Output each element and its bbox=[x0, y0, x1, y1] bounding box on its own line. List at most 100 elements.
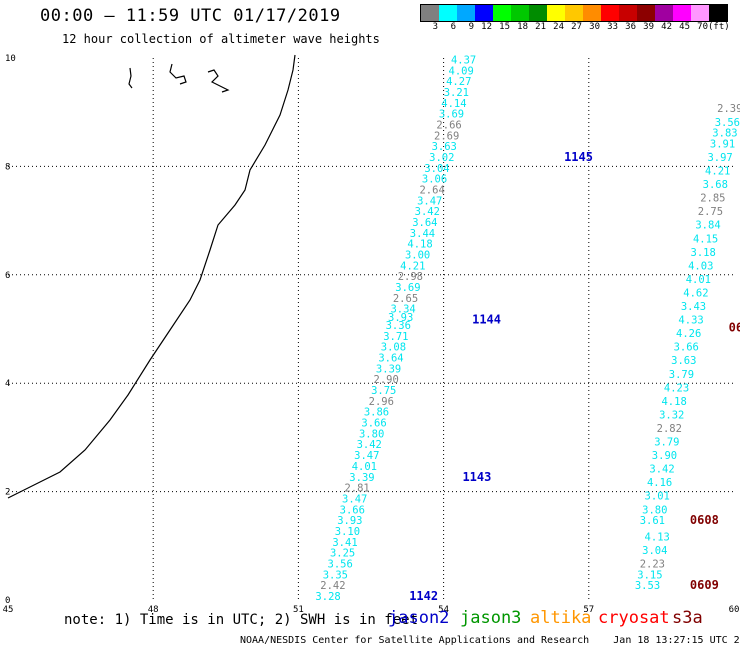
y-tick-label: 8 bbox=[5, 162, 10, 172]
wave-height-value: 3.42 bbox=[415, 206, 440, 218]
wave-height-value: 3.35 bbox=[323, 569, 348, 581]
wave-height-value: 3.44 bbox=[410, 228, 435, 240]
wave-height-value: 3.79 bbox=[654, 437, 679, 449]
legend-labels: 3 6 9 12 15 18 21 24 27 30 33 36 39 42 45 70 (ft) bbox=[420, 22, 730, 32]
legend-tick-label: 45 bbox=[679, 22, 690, 32]
wave-height-value: 3.56 bbox=[715, 117, 740, 129]
legend-tick-label: 70 bbox=[697, 22, 708, 32]
wave-height-value: 2.23 bbox=[640, 558, 665, 570]
wave-height-value: 3.75 bbox=[371, 385, 396, 397]
wave-height-value: 3.66 bbox=[361, 418, 386, 430]
wave-height-value: 3.34 bbox=[390, 304, 415, 316]
legend-swatch bbox=[655, 5, 673, 21]
map-axes: 45 48 51 54 57 60 0 2 4 6 8 10 bbox=[3, 54, 740, 615]
wave-height-value: 3.93 bbox=[337, 515, 362, 527]
wave-height-value: 3.84 bbox=[695, 220, 720, 232]
wave-height-value: 2.96 bbox=[369, 396, 394, 408]
wave-height-value: 4.14 bbox=[441, 98, 466, 110]
track-b: 3.533.152.233.04 4.13 3.613.803.01 4.163.42… bbox=[635, 103, 740, 592]
page-subtitle: 12 hour collection of altimeter wave hei… bbox=[62, 32, 380, 46]
wave-height-value: 4.15 bbox=[693, 233, 718, 245]
coastline bbox=[7, 54, 296, 499]
legend-tick-label: 42 bbox=[661, 22, 672, 32]
wave-height-value: 3.97 bbox=[707, 152, 732, 164]
wave-height-value: 3.56 bbox=[328, 558, 353, 570]
legend-swatch bbox=[439, 5, 457, 21]
y-tick-label: 4 bbox=[5, 379, 10, 389]
wave-height-value: 3.39 bbox=[349, 472, 374, 484]
wave-height-value: 4.09 bbox=[449, 65, 474, 77]
wave-height-value: 3.80 bbox=[359, 428, 384, 440]
wave-height-value: 3.36 bbox=[386, 320, 411, 332]
legend-tick-label: 30 bbox=[589, 22, 600, 32]
wave-height-value: 3.47 bbox=[417, 195, 442, 207]
wave-height-value: 3.25 bbox=[330, 548, 355, 560]
x-tick-label: 45 bbox=[3, 605, 14, 615]
legend-tick-label: 39 bbox=[643, 22, 654, 32]
map-grid bbox=[8, 58, 734, 600]
wave-height-value: 3.10 bbox=[335, 526, 360, 538]
legend-tick-label: 24 bbox=[553, 22, 564, 32]
pass-id-label[interactable]: 0608 bbox=[690, 513, 719, 527]
legend-s3a: s3a bbox=[672, 608, 703, 628]
legend-tick-label: 21 bbox=[535, 22, 546, 32]
wave-height-value: 2.90 bbox=[374, 374, 399, 386]
wave-height-value: 2.98 bbox=[398, 271, 423, 283]
pass-id-label[interactable]: 1144 bbox=[472, 313, 501, 327]
wave-height-value: 3.21 bbox=[444, 87, 469, 99]
legend-swatch bbox=[583, 5, 601, 21]
x-tick-label: 57 bbox=[583, 605, 594, 615]
legend-jason2: jason2 bbox=[388, 608, 450, 628]
wave-height-value: 3.53 bbox=[635, 580, 660, 592]
legend-swatch bbox=[529, 5, 547, 21]
wave-height-value: 3.64 bbox=[412, 217, 437, 229]
wave-height-value: 4.23 bbox=[664, 382, 689, 394]
pass-id-label[interactable]: 1143 bbox=[462, 470, 491, 484]
wave-height-value: 4.33 bbox=[678, 315, 703, 327]
pass-id-label[interactable]: 0609 bbox=[690, 578, 719, 592]
pass-id-label[interactable]: 1142 bbox=[409, 589, 438, 603]
pass-id-label[interactable]: 060 bbox=[729, 321, 740, 335]
wave-height-value: 3.61 bbox=[640, 515, 665, 527]
wave-height-value: 2.65 bbox=[393, 293, 418, 305]
wave-height-value: 3.42 bbox=[357, 439, 382, 451]
wave-height-value: 3.18 bbox=[691, 247, 716, 259]
credit-text: NOAA/NESDIS Center for Satellite Applica… bbox=[240, 635, 740, 646]
wave-height-value: 4.01 bbox=[352, 461, 377, 473]
legend-tick-label: 36 bbox=[625, 22, 636, 32]
wave-height-value: 2.42 bbox=[320, 580, 345, 592]
legend-tick-label: 6 bbox=[450, 22, 456, 32]
wave-height-value: 3.04 bbox=[642, 545, 667, 557]
legend-swatch bbox=[511, 5, 529, 21]
legend-color-bar bbox=[420, 4, 728, 22]
wave-height-value: 2.85 bbox=[700, 193, 725, 205]
wave-height-value: 4.62 bbox=[683, 287, 708, 299]
wave-height-value: 2.66 bbox=[436, 119, 461, 131]
x-tick-label: 60 bbox=[729, 605, 740, 615]
wave-height-value: 2.64 bbox=[419, 185, 444, 197]
note-text: note: 1) Time is in UTC; 2) SWH is in fe… bbox=[64, 612, 419, 628]
legend-swatch bbox=[421, 5, 439, 21]
track-a: 3.282.423.353.563.253.413.103.933.663.47… bbox=[315, 54, 476, 603]
wave-height-value: 3.01 bbox=[645, 491, 670, 503]
wave-height-value: 3.47 bbox=[354, 450, 379, 462]
y-tick-label: 10 bbox=[5, 54, 16, 64]
wave-height-value: 3.66 bbox=[340, 504, 365, 516]
wave-height-value: 3.04 bbox=[424, 163, 449, 175]
wave-height-value: 3.66 bbox=[674, 342, 699, 354]
legend-swatch bbox=[637, 5, 655, 21]
legend-swatch bbox=[691, 5, 709, 21]
legend-tick-label: 15 bbox=[499, 22, 510, 32]
wave-height-value: 3.83 bbox=[712, 128, 737, 140]
legend-swatch bbox=[601, 5, 619, 21]
wave-height-value: 3.90 bbox=[652, 450, 677, 462]
legend-altika: altika bbox=[530, 608, 592, 628]
wave-height-value: 3.28 bbox=[315, 591, 340, 603]
wave-height-value: 3.71 bbox=[383, 331, 408, 343]
wave-height-value: 4.27 bbox=[446, 76, 471, 88]
legend-swatch bbox=[619, 5, 637, 21]
wave-height-value: 3.41 bbox=[332, 537, 357, 549]
pass-id-label[interactable]: 1145 bbox=[564, 150, 593, 164]
wave-height-value: 3.02 bbox=[429, 152, 454, 164]
